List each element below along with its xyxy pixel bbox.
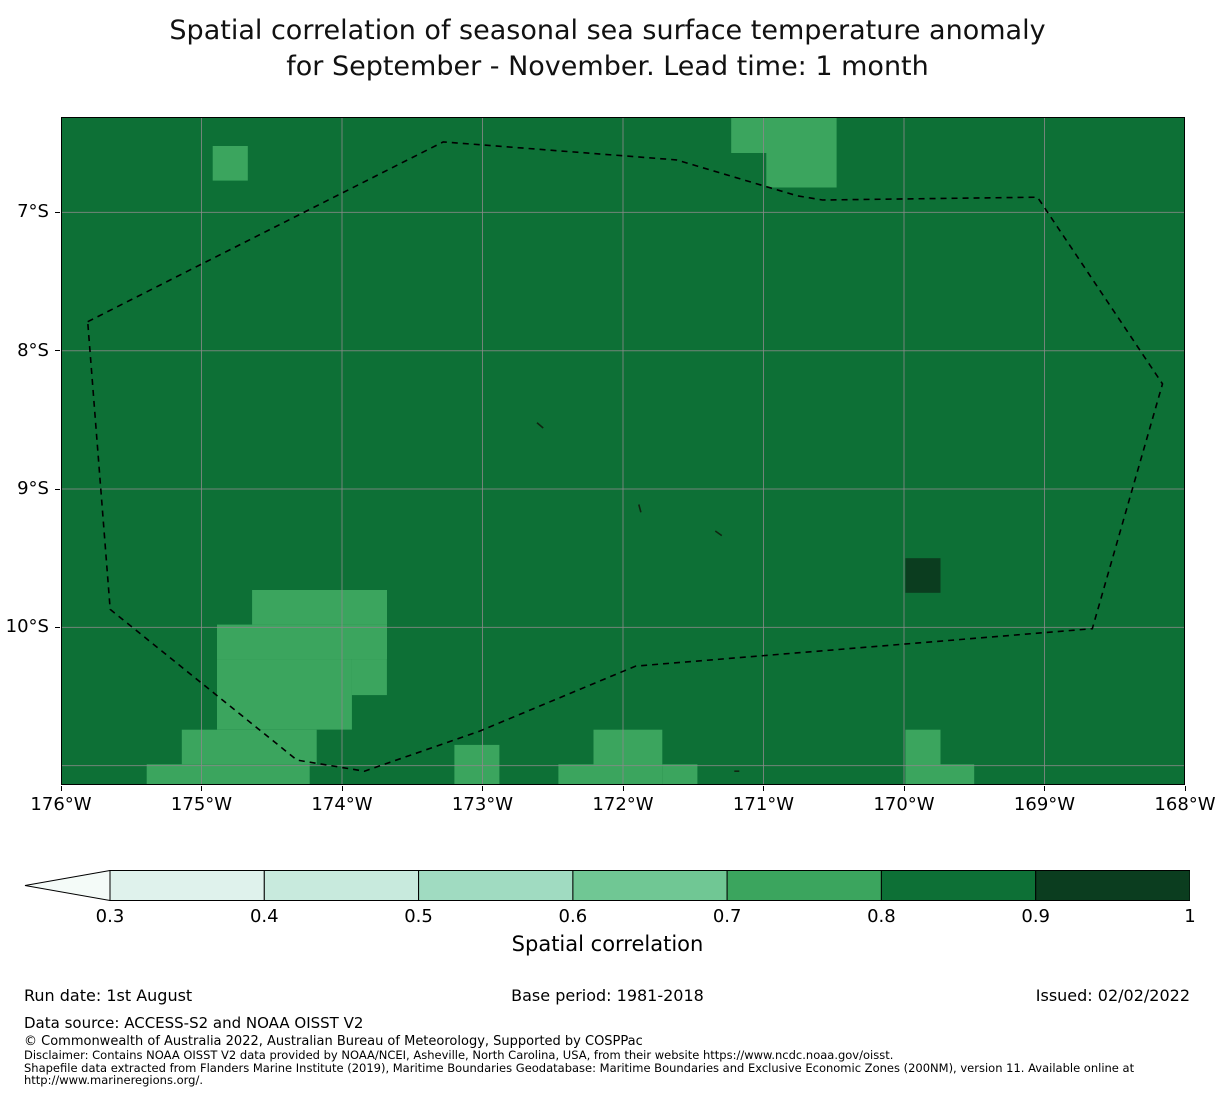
- colorbar-label: Spatial correlation: [511, 932, 704, 956]
- correlation-cell: [146, 764, 310, 785]
- disclaimer-text: Disclaimer: Contains NOAA OISST V2 data …: [24, 1047, 894, 1062]
- colorbar-tick-label: 0.6: [558, 906, 588, 927]
- colorbar-segment: [418, 870, 574, 901]
- chart-title-line2: for September - November. Lead time: 1 m…: [286, 51, 929, 82]
- shapefile-credit-text: Shapefile data extracted from Flanders M…: [24, 1060, 1135, 1075]
- contour-mark: [714, 530, 723, 537]
- y-tick-label: 7°S: [17, 201, 49, 223]
- x-tick-label: 172°W: [592, 794, 654, 815]
- issued-text: Issued: 02/02/2022: [1035, 986, 1190, 1005]
- chart-title-line1: Spatial correlation of seasonal sea surf…: [169, 15, 1046, 46]
- run-date-text: Run date: 1st August: [24, 986, 193, 1005]
- colorbar-tick-label: 0.5: [404, 906, 433, 927]
- colorbar-segment: [726, 870, 882, 901]
- correlation-cell: [940, 764, 975, 785]
- base-period-text: Base period: 1981-2018: [511, 986, 704, 1005]
- correlation-cell: [252, 590, 387, 625]
- correlation-cell: [181, 729, 317, 765]
- colorbar-segment: [572, 870, 728, 901]
- colorbar-under-range-arrow: [24, 869, 111, 902]
- y-tick-mark: [55, 350, 60, 352]
- colorbar-segment: [263, 870, 420, 901]
- x-tick-mark: [763, 786, 764, 791]
- correlation-cell: [593, 729, 663, 785]
- chart-title: Spatial correlation of seasonal sea surf…: [0, 13, 1215, 85]
- shapefile-url-text: http://www.marineregions.org/.: [24, 1073, 203, 1088]
- y-tick-mark: [55, 211, 60, 213]
- colorbar-tick-label: 0.9: [1021, 906, 1051, 927]
- contour-mark: [638, 504, 642, 513]
- colorbar-tick-label: 0.3: [95, 906, 125, 927]
- y-tick-label: 8°S: [17, 339, 49, 361]
- colorbar-segment: [1035, 870, 1191, 901]
- correlation-cell: [558, 764, 594, 785]
- correlation-cell: [217, 659, 352, 730]
- correlation-cell: [454, 744, 500, 785]
- contour-mark: [536, 422, 544, 429]
- colorbar-segment: [109, 870, 265, 901]
- x-tick-mark: [903, 786, 905, 791]
- x-tick-mark: [1184, 786, 1186, 791]
- y-tick-mark: [55, 488, 60, 490]
- x-tick-mark: [60, 786, 62, 791]
- y-tick-label: 10°S: [5, 616, 49, 638]
- colorbar: [24, 869, 1191, 902]
- correlation-cell: [662, 764, 698, 785]
- correlation-cell: [766, 117, 837, 188]
- eez-boundary-dashed: [86, 141, 1164, 773]
- x-axis: 176°W 175°W 174°W 173°W 172°W 171°W 170°W 169°W…: [30, 794, 1215, 820]
- x-tick-label: 171°W: [732, 794, 795, 815]
- x-tick-label: 175°W: [170, 794, 233, 815]
- x-tick-mark: [482, 786, 483, 791]
- map-border: [61, 117, 1185, 785]
- fineprint: © Commonwealth of Australia 2022, Austra…: [24, 1034, 1190, 1088]
- x-tick-mark: [201, 786, 202, 791]
- map-plot: [61, 117, 1185, 785]
- x-tick-label: 169°W: [1013, 794, 1076, 815]
- colorbar-tick-label: 0.8: [867, 906, 896, 927]
- correlation-cell: [351, 659, 387, 696]
- correlation-cell: [212, 146, 248, 181]
- x-tick-label: 168°W: [1154, 794, 1215, 815]
- y-tick-mark: [55, 626, 60, 628]
- correlation-cell: [217, 624, 387, 660]
- x-tick-mark: [1044, 786, 1045, 791]
- colorbar-canvas: [24, 869, 1191, 902]
- colorbar-ticks: 0.3 0.4 0.5 0.6 0.7 0.8 0.9 1: [24, 906, 1196, 930]
- x-tick-label: 170°W: [873, 794, 935, 815]
- copyright-text: © Commonwealth of Australia 2022, Austra…: [24, 1034, 643, 1049]
- correlation-cell: [905, 729, 941, 785]
- y-tick-label: 9°S: [17, 478, 49, 500]
- map-canvas: [61, 117, 1185, 785]
- y-axis: 7°S 8°S 9°S 10°S: [0, 117, 55, 785]
- data-source-text: Data source: ACCESS-S2 and NOAA OISST V2: [24, 1014, 364, 1032]
- x-tick-label: 174°W: [311, 794, 373, 815]
- colorbar-segment: [880, 870, 1037, 901]
- x-tick-mark: [341, 786, 343, 791]
- x-tick-mark: [622, 786, 624, 791]
- x-tick-label: 176°W: [30, 794, 92, 815]
- correlation-cell: [905, 558, 941, 593]
- colorbar-tick-label: 0.4: [249, 906, 279, 927]
- colorbar-tick-label: 1: [1184, 906, 1196, 927]
- footer-row: Run date: 1st August Base period: 1981-2…: [0, 986, 1215, 1006]
- x-tick-label: 173°W: [451, 794, 514, 815]
- colorbar-tick-label: 0.7: [712, 906, 742, 927]
